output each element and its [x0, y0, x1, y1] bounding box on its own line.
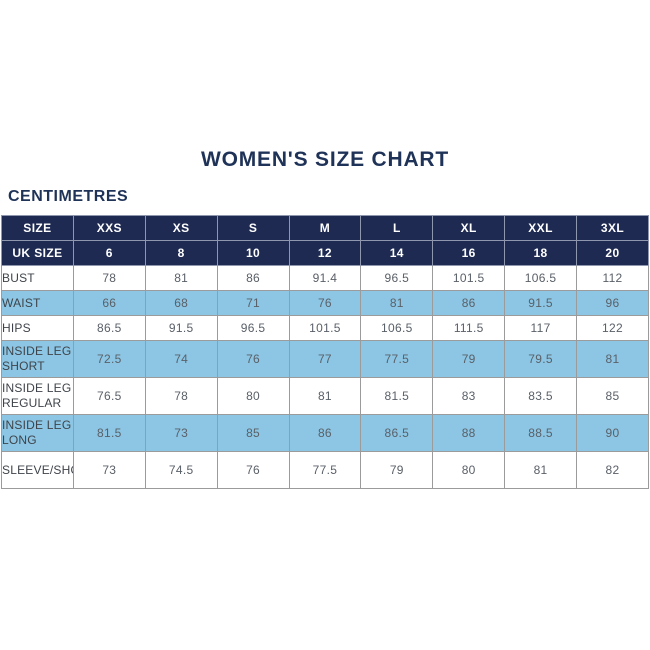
size-value-cell: 76 — [216, 451, 290, 489]
size-value-cell: 112 — [576, 265, 649, 291]
size-value-cell: 111.5 — [432, 315, 506, 341]
size-value-cell: 91.5 — [144, 315, 218, 341]
table-row: INSIDE LEG SHORT 72.5 74 76 77 77.5 79 79.5 81 — [1, 340, 649, 378]
row-label: INSIDE LEG LONG — [1, 414, 74, 452]
row-label: SLEEVE/SHOULDER — [1, 451, 74, 489]
size-value-cell: 83 — [432, 377, 506, 415]
page-title: WOMEN'S SIZE CHART — [200, 148, 450, 171]
size-value-cell: 86 — [288, 414, 362, 452]
size-value-cell: 106.5 — [360, 315, 434, 341]
unit-label: CENTIMETRES — [8, 188, 129, 205]
size-value-cell: 86.5 — [360, 414, 434, 452]
size-value-cell: 72.5 — [72, 340, 146, 378]
uk-size-row-cell: 14 — [360, 240, 434, 266]
size-value-cell: 96 — [576, 290, 649, 316]
size-value-cell: 74.5 — [144, 451, 218, 489]
size-value-cell: 81 — [576, 340, 649, 378]
size-value-cell: 117 — [504, 315, 577, 341]
size-value-cell: 122 — [576, 315, 649, 341]
size-value-cell: 96.5 — [360, 265, 434, 291]
size-value-cell: 86 — [432, 290, 506, 316]
size-value-cell: 79 — [360, 451, 434, 489]
size-value-cell: 77.5 — [360, 340, 434, 378]
size-value-cell: 76.5 — [72, 377, 146, 415]
size-value-cell: 86.5 — [72, 315, 146, 341]
size-value-cell: 101.5 — [288, 315, 362, 341]
size-value-cell: 79.5 — [504, 340, 577, 378]
row-label: HIPS — [1, 315, 74, 341]
uk-size-row-cell: 6 — [72, 240, 146, 266]
size-value-cell: 79 — [432, 340, 506, 378]
size-value-cell: 73 — [144, 414, 218, 452]
size-value-cell: 81 — [144, 265, 218, 291]
size-header-row-cell: M — [288, 215, 362, 241]
size-value-cell: 77.5 — [288, 451, 362, 489]
size-value-cell: 77 — [288, 340, 362, 378]
row-label: INSIDE LEG SHORT — [1, 340, 74, 378]
uk-size-row-cell: 20 — [576, 240, 649, 266]
size-header-row: SIZE XXS XS S M L XL XXL 3XL — [1, 215, 649, 241]
size-value-cell: 88.5 — [504, 414, 577, 452]
size-header-row-cell: 3XL — [576, 215, 649, 241]
size-value-cell: 85 — [216, 414, 290, 452]
size-value-cell: 86 — [216, 265, 290, 291]
size-value-cell: 73 — [72, 451, 146, 489]
size-value-cell: 81.5 — [360, 377, 434, 415]
size-value-cell: 71 — [216, 290, 290, 316]
size-value-cell: 66 — [72, 290, 146, 316]
size-header-row-label: SIZE — [1, 215, 74, 241]
size-header-row-cell: XXL — [504, 215, 577, 241]
size-value-cell: 91.4 — [288, 265, 362, 291]
uk-size-row-label: UK SIZE — [1, 240, 74, 266]
uk-size-row-cell: 8 — [144, 240, 218, 266]
size-value-cell: 68 — [144, 290, 218, 316]
size-header-row-cell: S — [216, 215, 290, 241]
table-row: INSIDE LEG LONG 81.5 73 85 86 86.5 88 88.5 90 — [1, 414, 649, 452]
size-value-cell: 82 — [576, 451, 649, 489]
size-value-cell: 76 — [216, 340, 290, 378]
uk-size-row-cell: 10 — [216, 240, 290, 266]
row-label: WAIST — [1, 290, 74, 316]
size-header-row-cell: XXS — [72, 215, 146, 241]
size-value-cell: 91.5 — [504, 290, 577, 316]
size-value-cell: 96.5 — [216, 315, 290, 341]
uk-size-row: UK SIZE 6 8 10 12 14 16 18 20 — [1, 240, 649, 266]
table-row: INSIDE LEG REGULAR 76.5 78 80 81 81.5 83 83.5 85 — [1, 377, 649, 415]
uk-size-row-cell: 18 — [504, 240, 577, 266]
size-value-cell: 106.5 — [504, 265, 577, 291]
uk-size-row-cell: 16 — [432, 240, 506, 266]
size-value-cell: 80 — [216, 377, 290, 415]
size-value-cell: 78 — [144, 377, 218, 415]
size-table-head: SIZE XXS XS S M L XL XXL 3XL UK SIZE 6 8 10 12 14 16 18 2… — [1, 215, 649, 266]
size-value-cell: 81 — [288, 377, 362, 415]
size-value-cell: 83.5 — [504, 377, 577, 415]
size-value-cell: 74 — [144, 340, 218, 378]
size-table: SIZE XXS XS S M L XL XXL 3XL UK SIZE 6 8 10 12 14 16 18 2… — [1, 215, 649, 489]
size-header-row-cell: L — [360, 215, 434, 241]
table-row: WAIST 66 68 71 76 81 86 91.5 96 — [1, 290, 649, 316]
size-value-cell: 80 — [432, 451, 506, 489]
size-header-row-cell: XS — [144, 215, 218, 241]
row-label: BUST — [1, 265, 74, 291]
table-row: HIPS 86.5 91.5 96.5 101.5 106.5 111.5 117 122 — [1, 315, 649, 341]
size-value-cell: 81 — [504, 451, 577, 489]
uk-size-row-cell: 12 — [288, 240, 362, 266]
size-value-cell: 101.5 — [432, 265, 506, 291]
table-row: BUST 78 81 86 91.4 96.5 101.5 106.5 112 — [1, 265, 649, 291]
size-value-cell: 78 — [72, 265, 146, 291]
size-table-body: BUST 78 81 86 91.4 96.5 101.5 106.5 112 WAIST 66 68… — [1, 265, 649, 489]
size-value-cell: 90 — [576, 414, 649, 452]
size-value-cell: 81.5 — [72, 414, 146, 452]
size-value-cell: 88 — [432, 414, 506, 452]
size-value-cell: 85 — [576, 377, 649, 415]
size-header-row-cell: XL — [432, 215, 506, 241]
size-value-cell: 76 — [288, 290, 362, 316]
size-value-cell: 81 — [360, 290, 434, 316]
row-label: INSIDE LEG REGULAR — [1, 377, 74, 415]
